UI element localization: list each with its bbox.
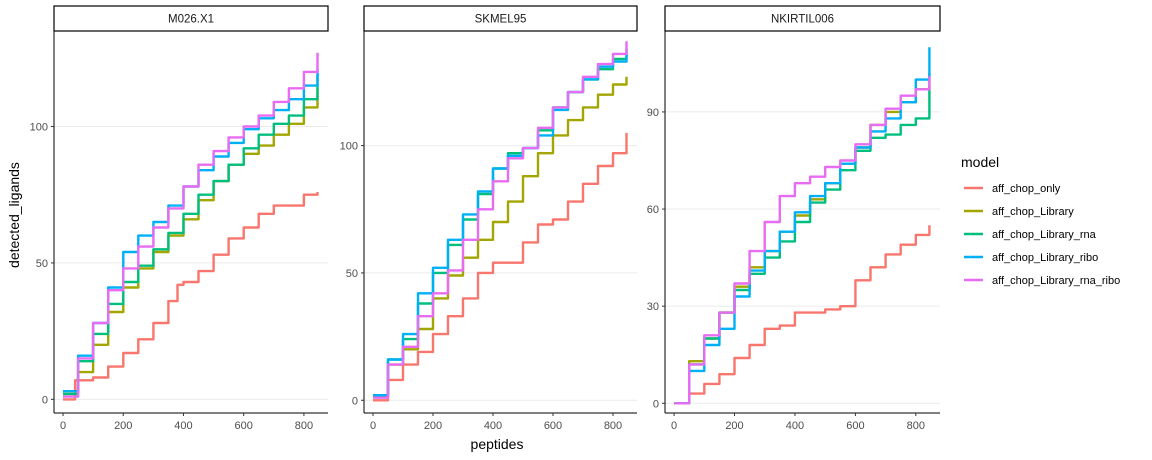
legend-item-aff-chop-library-ribo: aff_chop_Library_ribo (964, 252, 1098, 264)
series-line-aff-chop-only (373, 132, 628, 402)
facet-panel-skmel95: SKMEL95 0 50 100 0 200 400 600 800 (340, 5, 638, 432)
facet-title: SKMEL95 (475, 14, 527, 26)
y-tick-label: 90 (647, 107, 659, 119)
legend-title: model (961, 154, 999, 170)
legend-label: aff_chop_Library_rna (992, 229, 1097, 241)
legend-item-aff-chop-only: aff_chop_only (964, 183, 1061, 195)
x-tick-label: 0 (60, 420, 66, 432)
x-tick-label: 0 (370, 420, 376, 432)
legend-label: aff_chop_Library_rna_ribo (992, 275, 1120, 287)
legend-item-aff-chop-library-rna-ribo: aff_chop_Library_rna_ribo (964, 275, 1120, 287)
facet-title: M026.X1 (168, 14, 214, 26)
y-tick-label: 50 (36, 258, 48, 270)
x-tick-label: 200 (424, 420, 442, 432)
x-tick-label: 800 (604, 420, 622, 432)
x-tick-label: 800 (907, 420, 925, 432)
series-line-aff-chop-only (63, 192, 319, 401)
x-tick-label: 200 (725, 420, 743, 432)
y-axis-title: detected_ligands (6, 162, 22, 268)
x-tick-label: 600 (235, 420, 253, 432)
x-tick-label: 400 (484, 420, 502, 432)
facet-panel-nkirtil006: NKIRTIL006 0 30 60 90 0 200 400 600 800 (647, 5, 941, 432)
legend-label: aff_chop_Library_ribo (992, 252, 1098, 264)
series-line-aff-chop-library-rna-ribo (674, 76, 931, 405)
series-line-aff-chop-library-rna-ribo (373, 41, 628, 399)
legend-label: aff_chop_only (992, 183, 1061, 195)
series-line-aff-chop-library-ribo (63, 69, 319, 393)
x-tick-label: 400 (174, 420, 192, 432)
series-line-aff-chop-only (674, 225, 931, 405)
series-line-aff-chop-library-rna (674, 86, 931, 405)
legend-item-aff-chop-library: aff_chop_Library (964, 206, 1074, 218)
y-tick-label: 60 (647, 204, 659, 216)
series-line-aff-chop-library-rna (63, 74, 319, 396)
x-tick-label: 0 (671, 420, 677, 432)
series-line-aff-chop-library-ribo (674, 47, 931, 405)
series-line-aff-chop-library (63, 88, 319, 396)
series-line-aff-chop-library-ribo (373, 53, 628, 397)
x-axis-title: peptides (471, 436, 524, 452)
series-line-aff-chop-library (674, 73, 931, 405)
y-tick-label: 0 (42, 394, 48, 406)
x-tick-label: 200 (114, 420, 132, 432)
y-tick-label: 100 (30, 122, 48, 134)
facet-strip (664, 5, 941, 32)
x-tick-label: 400 (786, 420, 804, 432)
y-tick-label: 30 (647, 301, 659, 313)
facet-title: NKIRTIL006 (771, 14, 834, 26)
x-tick-label: 600 (544, 420, 562, 432)
legend: model aff_chop_onlyaff_chop_Libraryaff_c… (961, 154, 1120, 287)
series-line-aff-chop-library-rna-ribo (63, 52, 319, 398)
x-tick-label: 600 (846, 420, 864, 432)
facet-strip (363, 5, 638, 32)
y-tick-label: 100 (340, 141, 358, 153)
y-tick-label: 50 (346, 268, 358, 280)
facet-strip (53, 5, 329, 32)
facet-panel-m026-x1: M026.X1 0 50 100 0 200 400 600 800 (30, 5, 329, 432)
x-tick-label: 800 (295, 420, 313, 432)
legend-items: aff_chop_only aff_chop_Library aff_chop_Li… (964, 183, 1120, 287)
y-tick-label: 0 (352, 395, 358, 407)
y-tick-label: 0 (653, 398, 659, 410)
legend-item-aff-chop-library-rna: aff_chop_Library_rna (964, 229, 1097, 241)
legend-label: aff_chop_Library (992, 206, 1074, 218)
